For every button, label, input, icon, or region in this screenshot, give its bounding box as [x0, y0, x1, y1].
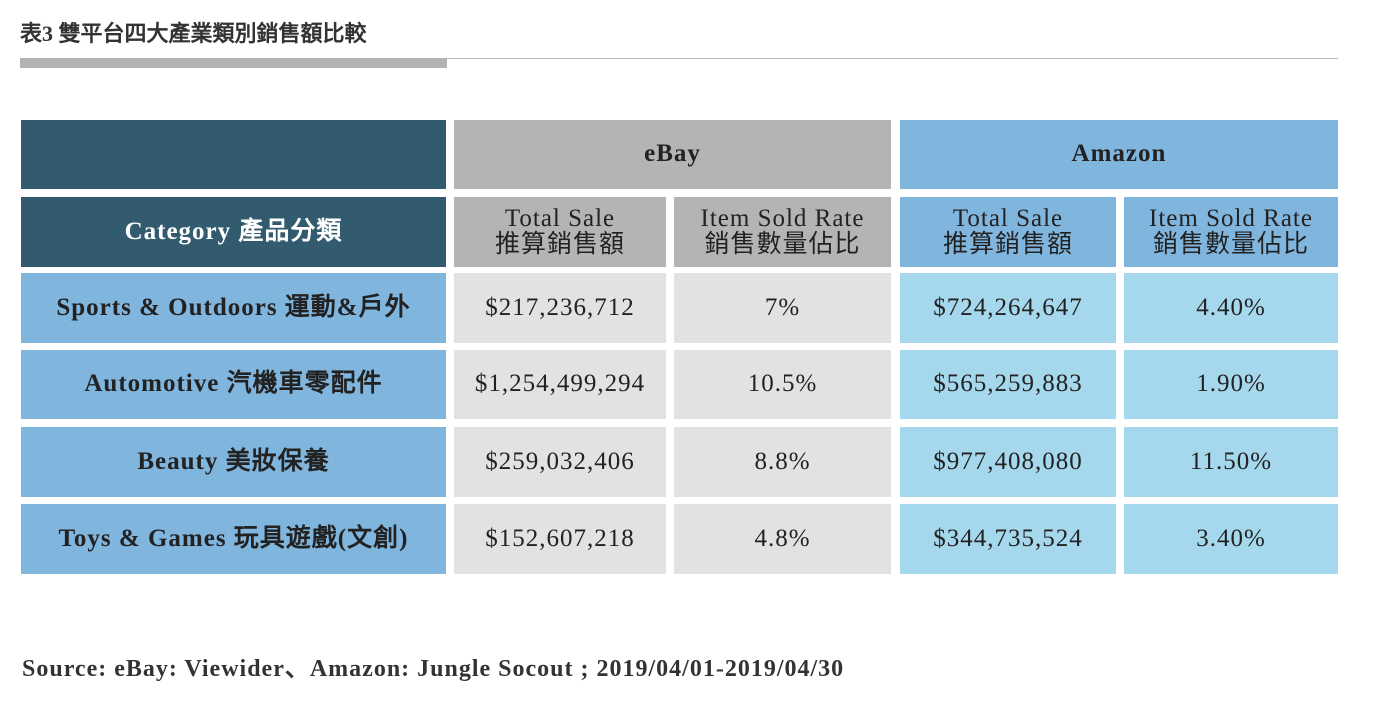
table-cell: 1.90%: [1124, 350, 1338, 419]
table-cell: $724,264,647: [900, 273, 1116, 343]
column-header-line: Item Sold Rate: [1149, 204, 1313, 232]
column-header-line: 推算銷售額: [494, 231, 625, 258]
table-cell: $977,408,080: [900, 427, 1116, 497]
row-header: Sports & Outdoors 運動&戶外: [21, 273, 446, 343]
row-header: Automotive 汽機車零配件: [21, 350, 446, 419]
corner-header: Category 產品分類: [21, 197, 446, 267]
column-header-line: Item Sold Rate: [700, 204, 865, 232]
table-cell: $152,607,218: [454, 504, 666, 574]
table-cell: 8.8%: [674, 427, 891, 497]
rule: [20, 58, 1338, 59]
column-header-line: 銷售數量佔比: [704, 231, 861, 258]
source: Source: eBay: Viewider、Amazon: Jungle So…: [22, 656, 845, 682]
column-header-line: Total Sale: [952, 204, 1064, 232]
column-header: Total Sale 推算銷售額: [454, 197, 666, 267]
table-cell: $259,032,406: [454, 427, 666, 497]
table-cell: $217,236,712: [454, 273, 666, 343]
rule-accent: [20, 58, 447, 68]
table-cell: $344,735,524: [900, 504, 1116, 574]
table-cell: $1,254,499,294: [454, 350, 666, 419]
column-header-line: 推算銷售額: [942, 231, 1073, 258]
row-header: Beauty 美妝保養: [21, 427, 446, 497]
column-header: Total Sale 推算銷售額: [900, 197, 1116, 267]
table-cell: 10.5%: [674, 350, 891, 419]
column-header: Item Sold Rate 銷售數量佔比: [674, 197, 891, 267]
table-cell: 4.8%: [674, 504, 891, 574]
title: 表3 雙平台四大產業類別銷售額比較: [20, 21, 367, 46]
table-cell: 3.40%: [1124, 504, 1338, 574]
group-header: Amazon: [900, 120, 1338, 189]
group-header: eBay: [454, 120, 891, 189]
table-cell: $565,259,883: [900, 350, 1116, 419]
corner-top: [21, 120, 446, 189]
column-header: Item Sold Rate 銷售數量佔比: [1124, 197, 1338, 267]
column-header-line: 銷售數量佔比: [1152, 231, 1309, 258]
table-cell: 4.40%: [1124, 273, 1338, 343]
table-cell: 11.50%: [1124, 427, 1338, 497]
column-header-line: Total Sale: [504, 204, 616, 232]
table-cell: 7%: [674, 273, 891, 343]
row-header: Toys & Games 玩具遊戲(文創): [21, 504, 446, 574]
